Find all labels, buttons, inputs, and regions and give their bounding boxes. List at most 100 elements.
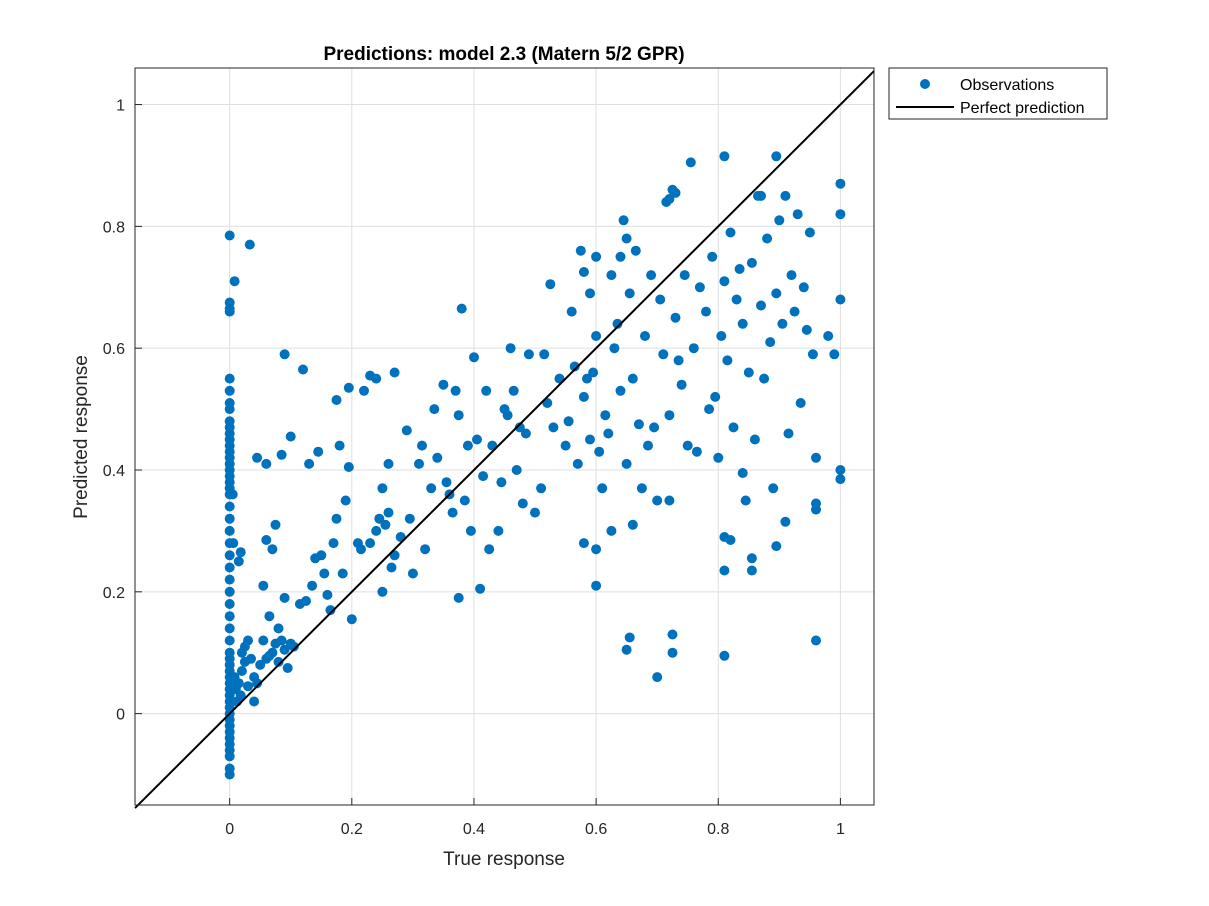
- legend[interactable]: Observations Perfect prediction: [888, 67, 1108, 120]
- observation-point: [359, 385, 369, 396]
- observation-point: [374, 513, 385, 524]
- observation-point: [496, 477, 507, 488]
- observation-point: [224, 751, 235, 762]
- observation-point: [597, 483, 608, 494]
- observation-point: [279, 644, 290, 655]
- observation-point: [484, 544, 495, 555]
- observation-point: [792, 209, 803, 220]
- observation-point: [380, 519, 391, 530]
- observation-point: [719, 565, 730, 576]
- observation-point: [722, 355, 733, 366]
- observation-point: [719, 276, 730, 287]
- observation-point: [588, 367, 599, 378]
- observation-point: [536, 483, 547, 494]
- observation-point: [389, 367, 400, 378]
- observation-point: [658, 349, 669, 360]
- observation-point: [377, 483, 388, 494]
- observation-point: [771, 151, 782, 162]
- observation-point: [655, 294, 666, 305]
- observation-point: [383, 507, 394, 518]
- observation-point: [664, 410, 675, 421]
- observation-point: [301, 596, 311, 606]
- x-tick-label: 0.8: [707, 821, 729, 838]
- observation-point: [514, 422, 525, 433]
- observation-point: [279, 349, 290, 360]
- observation-point: [505, 343, 516, 354]
- x-tick-label: 0.4: [463, 821, 485, 838]
- observation-point: [313, 446, 324, 457]
- observation-point: [475, 583, 486, 594]
- y-tick-label: 0: [116, 707, 125, 724]
- observation-point: [224, 525, 235, 536]
- observation-point: [627, 519, 638, 530]
- observation-point: [804, 227, 815, 238]
- observation-point: [511, 465, 522, 475]
- observation-point: [676, 379, 687, 390]
- plot-area[interactable]: [135, 68, 874, 805]
- observation-point: [273, 623, 284, 634]
- perfect-prediction-series: [134, 70, 875, 809]
- observation-point: [228, 538, 239, 549]
- observation-point: [520, 428, 531, 439]
- observation-point: [780, 190, 791, 201]
- observation-point: [224, 611, 235, 622]
- observation-point: [578, 538, 589, 549]
- observation-point: [429, 404, 440, 415]
- observation-point: [707, 251, 718, 262]
- observation-point: [502, 410, 513, 421]
- y-tick-label: 0.6: [103, 341, 125, 358]
- observation-point: [276, 449, 287, 460]
- observation-point: [811, 635, 821, 646]
- observation-point: [224, 562, 235, 573]
- observation-point: [652, 672, 663, 683]
- y-tick-label: 1: [116, 98, 125, 115]
- observation-point: [235, 690, 246, 701]
- observation-point: [688, 343, 699, 354]
- observation-point: [823, 331, 834, 341]
- observation-point: [783, 428, 794, 439]
- observation-point: [383, 458, 394, 469]
- observation-point: [224, 373, 235, 384]
- observation-point: [829, 349, 840, 360]
- observation-point: [285, 431, 296, 442]
- observation-point: [652, 495, 663, 506]
- observation-point: [270, 519, 281, 530]
- observation-point: [774, 215, 785, 226]
- observation-point: [401, 425, 412, 436]
- observation-point: [325, 605, 336, 616]
- observation-point: [591, 331, 602, 341]
- observation-point: [768, 483, 779, 494]
- observation-point: [304, 458, 315, 469]
- observation-point: [640, 331, 650, 341]
- observation-point: [469, 352, 479, 363]
- observation-point: [420, 544, 431, 555]
- observation-point: [343, 382, 354, 393]
- observation-point: [224, 513, 235, 524]
- observation-point: [771, 541, 782, 552]
- y-axis-ticks: 0 0.2 0.4 0.6 0.8 1: [103, 98, 142, 724]
- observation-point: [667, 629, 678, 640]
- observation-point: [334, 440, 345, 451]
- observation-point: [456, 303, 467, 314]
- axes-box: [134, 67, 875, 806]
- observation-point: [685, 157, 696, 168]
- observation-point: [704, 404, 715, 415]
- observation-point: [340, 495, 351, 506]
- observation-point: [716, 331, 727, 341]
- observation-point: [261, 535, 272, 545]
- observation-point: [331, 513, 342, 524]
- x-tick-label: 0: [225, 821, 234, 838]
- observation-point: [261, 458, 272, 469]
- chart-title: Predictions: model 2.3 (Matern 5/2 GPR): [323, 44, 684, 65]
- observation-point: [762, 233, 773, 244]
- observation-point: [523, 349, 534, 360]
- observation-point: [835, 178, 846, 189]
- observation-point: [746, 565, 757, 576]
- observation-point: [670, 312, 681, 323]
- observation-point: [789, 306, 800, 317]
- observation-point: [725, 227, 736, 238]
- observation-point: [673, 355, 684, 366]
- observation-point: [835, 465, 846, 475]
- observation-point: [624, 632, 635, 643]
